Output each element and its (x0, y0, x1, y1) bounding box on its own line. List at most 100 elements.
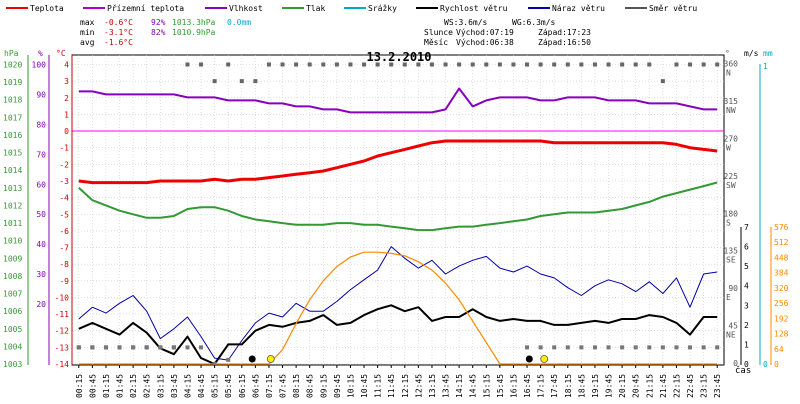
stat-min-press: 1010.9hPa (172, 28, 216, 37)
legend-label: Rychlost větru (440, 4, 508, 13)
wind-direction-dot (212, 362, 217, 366)
pct-tick-label: 60 (36, 180, 46, 189)
temp-tick-label: -11 (55, 310, 70, 319)
legend-label: Tlak (306, 4, 325, 13)
dir-tick-label: 315 (724, 97, 739, 106)
hpa-tick-label: 1008 (3, 272, 22, 281)
sun-moon-markers (248, 355, 549, 363)
pct-tick-label: 100 (32, 61, 47, 70)
solar-tick-label: 256 (774, 299, 789, 308)
wind-direction-dot (402, 62, 407, 67)
x-tick-label: 07:45 (279, 374, 288, 398)
ms-tick-label: 0 (744, 360, 749, 369)
mm-axis-unit: mm (763, 49, 773, 58)
x-tick-label: 03:15 (156, 374, 165, 398)
wind-direction-dot (565, 345, 570, 350)
solar-tick-label: 192 (774, 314, 789, 323)
pct-axis-unit: % (38, 49, 43, 58)
pct-tick-label: 80 (36, 120, 46, 129)
moonset-marker (525, 355, 533, 363)
hpa-tick-label: 1015 (3, 149, 22, 158)
pct-tick-label: 30 (36, 270, 46, 279)
mm-tick-label: 0 (763, 360, 768, 369)
wind-direction-dot (375, 62, 380, 67)
wind-direction-dot (185, 345, 190, 350)
wind-direction-dot (606, 62, 611, 67)
wind-direction-dot (226, 62, 231, 67)
x-tick-label: 18:45 (577, 374, 586, 398)
sun-label: Slunce (424, 28, 453, 37)
wind-direction-dot (538, 345, 543, 350)
wind-direction-dot (144, 345, 149, 350)
hpa-tick-label: 1018 (3, 96, 22, 105)
stat-min-hum: 82% (151, 28, 166, 37)
x-tick-label: 12:45 (414, 374, 423, 398)
stat-max-hum: 92% (151, 18, 166, 27)
hpa-tick-label: 1016 (3, 131, 22, 140)
stat-avg-temp: -1.6°C (104, 38, 133, 47)
x-tick-label: 10:45 (360, 374, 369, 398)
solar-tick-label: 576 (774, 223, 789, 232)
temp-tick-label: -9 (59, 277, 69, 286)
solar-tick-label: 128 (774, 330, 789, 339)
wind-speed-avg: WS:3.6m/s (444, 18, 488, 27)
wind-direction-dot (484, 62, 489, 67)
dir-tick-label: 90 (728, 284, 738, 293)
legend-label: Teplota (30, 4, 64, 13)
legend-label: Směr větru (649, 4, 697, 13)
wind-direction-dot (470, 62, 475, 67)
right-axes: ° m/s mm360N315NW270W225SW180S135SE90E45NE… (724, 49, 789, 369)
wind-direction-dot (497, 62, 502, 67)
series-slunce (78, 251, 718, 365)
solar-tick-label: 0 (774, 360, 779, 369)
dir-tick-name: SW (726, 181, 736, 190)
wind-direction-dot (606, 345, 611, 350)
x-tick-label: 08:15 (292, 374, 301, 398)
wind-direction-dot (538, 62, 543, 67)
x-tick-label: 23:45 (713, 374, 722, 398)
stat-min-label: min (80, 28, 95, 37)
temp-tick-label: 4 (64, 61, 69, 70)
x-tick-label: 19:45 (605, 374, 614, 398)
x-tick-label: 15:45 (496, 374, 505, 398)
dir-tick-label: 135 (724, 247, 739, 256)
wind-direction-dot (688, 62, 693, 67)
temp-tick-label: -10 (55, 293, 70, 302)
x-tick-label: 16:15 (509, 374, 518, 398)
hpa-tick-label: 1005 (3, 325, 22, 334)
wind-direction-dot (253, 79, 258, 84)
series-n-raz-v-tru (78, 246, 718, 361)
wind-direction-dot (158, 345, 163, 350)
stats-panel: max -0.6°C 92% 1013.3hPa 0.0mm min -3.1°… (80, 18, 591, 47)
ms-tick-label: 6 (744, 243, 749, 252)
wind-direction-dot (239, 79, 244, 84)
hpa-tick-label: 1013 (3, 184, 22, 193)
stat-max-press: 1013.3hPa (172, 18, 216, 27)
x-tick-label: 20:45 (632, 374, 641, 398)
solar-tick-label: 384 (774, 269, 789, 278)
wind-direction-dot (592, 345, 597, 350)
temp-tick-label: 1 (64, 110, 69, 119)
wind-direction-dot (579, 345, 584, 350)
ms-tick-label: 2 (744, 321, 749, 330)
hpa-axis-unit: hPa (4, 49, 19, 58)
x-tick-label: 12:15 (401, 374, 410, 398)
mm-tick-label: 1 (763, 62, 768, 71)
temp-axis-unit: °C (56, 49, 66, 58)
temp-tick-label: 0 (64, 127, 69, 136)
wind-direction-dot (321, 62, 326, 67)
wind-direction-dot (674, 62, 679, 67)
stat-max-label: max (80, 18, 95, 27)
wind-direction-dot (362, 62, 367, 67)
temp-tick-label: -13 (55, 343, 70, 352)
hpa-tick-label: 1004 (3, 342, 22, 351)
wind-direction-dot (715, 62, 720, 67)
series-vlhkost (78, 87, 718, 114)
x-tick-label: 03:45 (170, 374, 179, 398)
x-tick-label: 20:15 (618, 374, 627, 398)
wind-direction-dot (212, 79, 217, 84)
x-tick-label: 14:15 (455, 374, 464, 398)
wind-direction-dot (674, 345, 679, 350)
x-axis-label: čas (735, 365, 751, 376)
